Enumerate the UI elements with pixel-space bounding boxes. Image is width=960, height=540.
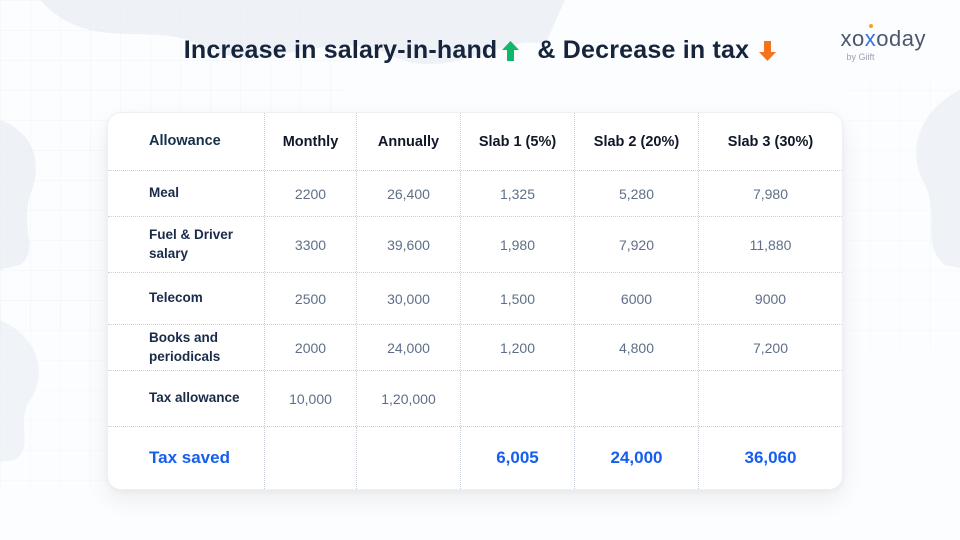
cell-value: 30,000 <box>357 273 461 324</box>
table-row-tax-saved: Tax saved 6,005 24,000 36,060 <box>108 427 842 489</box>
up-arrow-icon <box>502 40 520 61</box>
down-arrow-icon <box>759 40 777 61</box>
cell-value: 5,280 <box>575 171 699 216</box>
table-row-telecom: Telecom 2500 30,000 1,500 6000 9000 <box>108 273 842 325</box>
cell-value <box>699 371 842 426</box>
col-header-slab3: Slab 3 (30%) <box>727 133 814 150</box>
cell-value: 2500 <box>265 273 357 324</box>
logo-wordmark: xo xoday <box>840 24 926 51</box>
cell-value: 6000 <box>575 273 699 324</box>
logo-accent-x: x <box>864 24 877 51</box>
cell-value: 1,20,000 <box>357 371 461 426</box>
table-row-fuel-driver-salary: Fuel & Driver salary 3300 39,600 1,980 7… <box>108 217 842 273</box>
cell-value: 6,005 <box>461 427 575 489</box>
col-header-slab2: Slab 2 (20%) <box>575 113 699 170</box>
cell-value: 7,920 <box>575 217 699 272</box>
logo-text-end: oday <box>876 26 926 51</box>
row-label: Telecom <box>108 273 265 324</box>
slide-title: Increase in salary-in-hand & Decrease in… <box>0 36 960 65</box>
cell-value: 1,325 <box>461 171 575 216</box>
cell-value: 11,880 <box>749 236 792 253</box>
col-header-allowance: Allowance <box>108 113 265 170</box>
table-row-books-periodicals: Books and periodicals 2000 24,000 1,200 … <box>108 325 842 371</box>
col-header-slab1: Slab 1 (5%) <box>461 113 575 170</box>
title-increase-text: Increase in salary-in-hand <box>183 36 498 64</box>
cell-value <box>461 371 575 426</box>
row-label: Fuel & Driver salary <box>108 217 265 272</box>
cell-value: 36,060 <box>744 448 797 467</box>
cell-value <box>357 427 461 489</box>
col-header-monthly: Monthly <box>265 113 357 170</box>
cell-value: 39,600 <box>357 217 461 272</box>
cell-value: 2200 <box>265 171 357 216</box>
title-decrease-text: & Decrease in tax <box>537 36 750 64</box>
logo-text-start: xo <box>840 26 865 51</box>
cell-value: 1,980 <box>461 217 575 272</box>
cell-value: 10,000 <box>265 371 357 426</box>
allowance-table-card: Allowance Monthly Annually Slab 1 (5%) S… <box>107 112 843 490</box>
cell-value: 9000 <box>754 290 787 307</box>
row-label: Meal <box>108 171 265 216</box>
col-header-annually: Annually <box>357 113 461 170</box>
cell-value <box>265 427 357 489</box>
cell-value: 2000 <box>265 325 357 370</box>
table-header-row: Allowance Monthly Annually Slab 1 (5%) S… <box>108 113 842 171</box>
cell-value: 1,200 <box>461 325 575 370</box>
cell-value: 7,200 <box>752 339 789 356</box>
row-label: Tax saved <box>108 427 265 489</box>
row-label: Tax allowance <box>108 371 265 426</box>
table-row-tax-allowance: Tax allowance 10,000 1,20,000 <box>108 371 842 427</box>
cell-value: 7,980 <box>752 185 789 202</box>
table-row-meal: Meal 2200 26,400 1,325 5,280 7,980 <box>108 171 842 217</box>
cell-value: 4,800 <box>575 325 699 370</box>
xoxoday-logo: xo xoday by Giift <box>840 24 926 62</box>
cell-value: 3300 <box>265 217 357 272</box>
cell-value <box>575 371 699 426</box>
cell-value: 1,500 <box>461 273 575 324</box>
cell-value: 24,000 <box>575 427 699 489</box>
logo-accent-dot <box>868 24 873 28</box>
logo-byline: by Giift <box>846 52 875 62</box>
cell-value: 24,000 <box>357 325 461 370</box>
cell-value: 26,400 <box>357 171 461 216</box>
row-label: Books and periodicals <box>108 325 265 370</box>
